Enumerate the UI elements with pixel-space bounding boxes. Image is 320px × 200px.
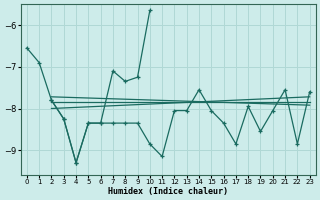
X-axis label: Humidex (Indice chaleur): Humidex (Indice chaleur) <box>108 187 228 196</box>
